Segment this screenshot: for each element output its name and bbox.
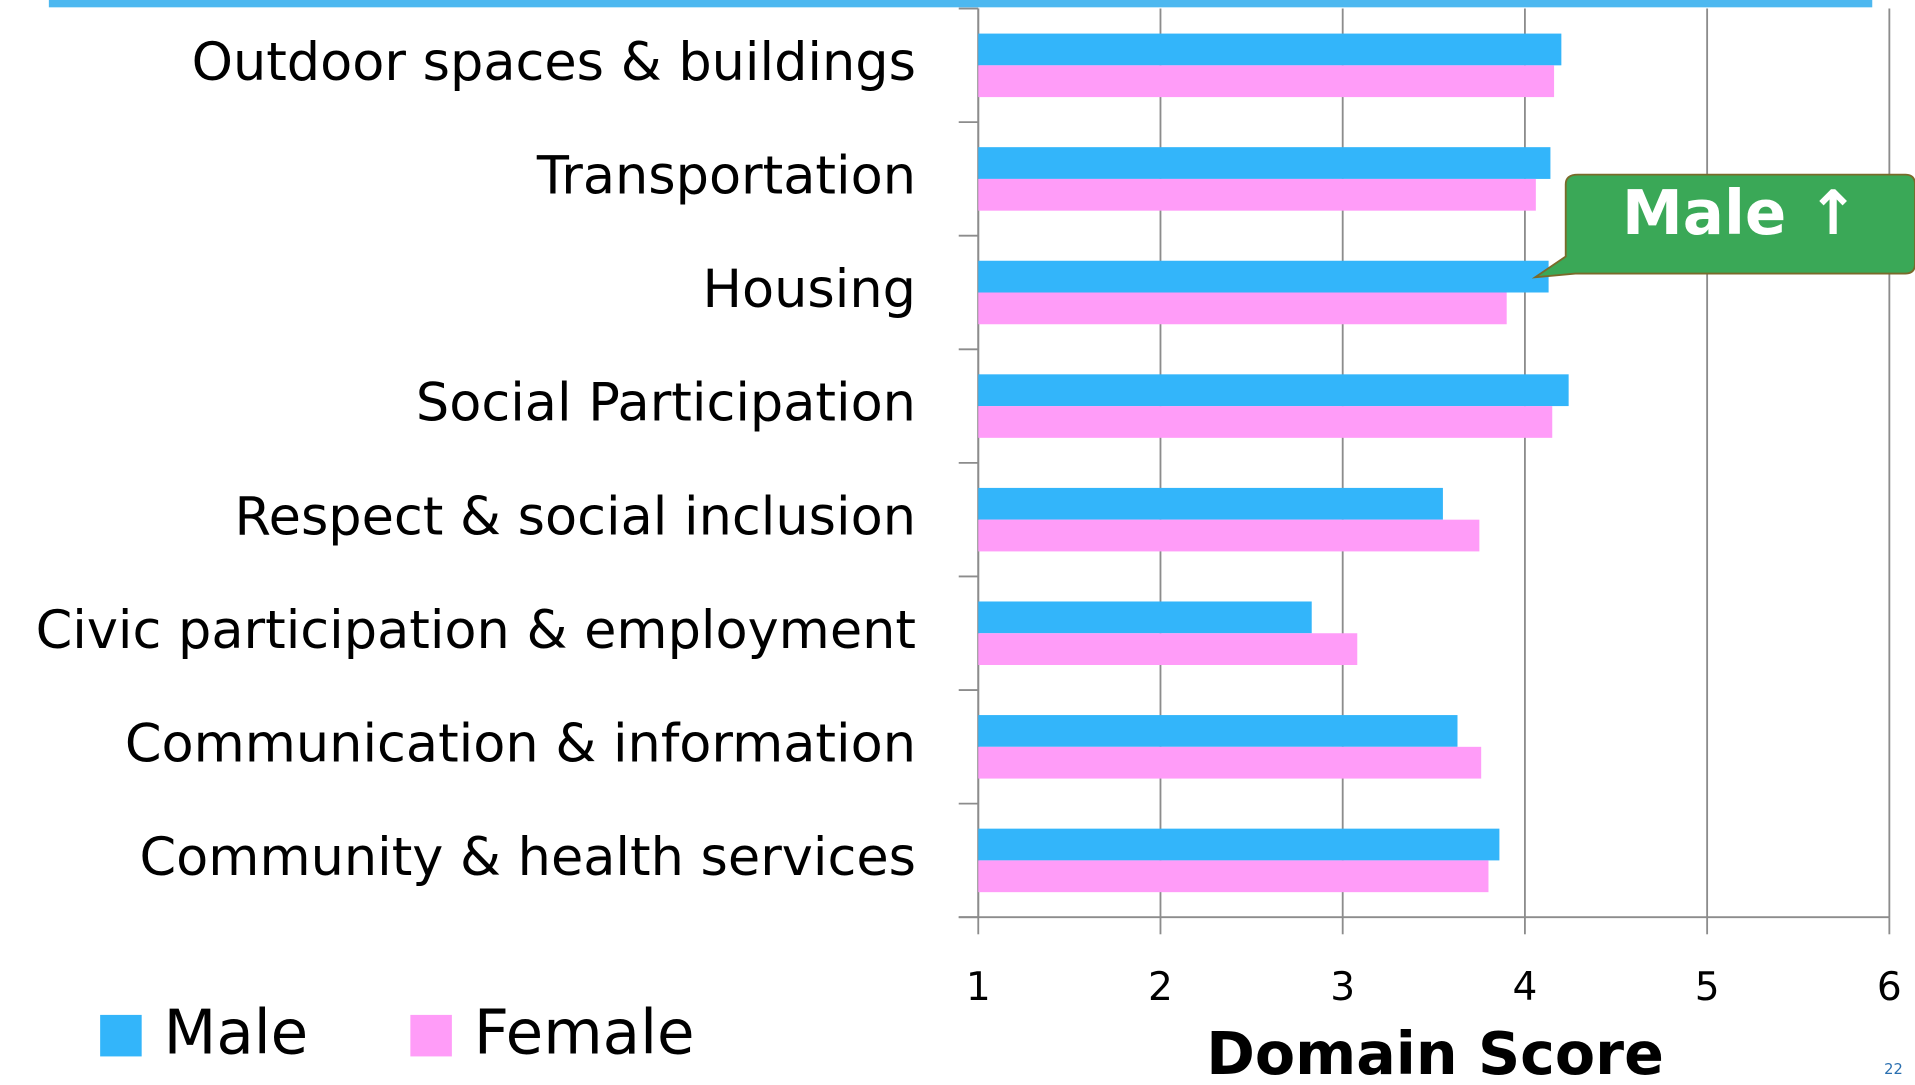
y-tick-label: Housing [703,259,916,320]
y-tick-label: Community & health services [140,827,916,888]
y-tick-label: Outdoor spaces & buildings [192,32,916,93]
y-tick-label: Social Participation [416,373,916,434]
x-tick-label: 2 [1148,965,1173,1010]
legend-swatch [410,1014,452,1057]
page-number: 22 [1884,1061,1903,1078]
callout-box [1531,173,1915,279]
x-tick-label: 1 [966,965,991,1010]
bar [978,633,1358,665]
bar [978,406,1553,438]
bar [978,519,1480,552]
y-tick-label: Communication & information [125,713,916,774]
x-tick-label: 3 [1330,965,1355,1010]
y-tick-label: Transportation [536,146,916,207]
bar [978,260,1549,293]
bar [978,715,1458,747]
x-tick-label: 5 [1695,965,1720,1010]
y-tick-label: Civic participation & employment [36,600,916,661]
x-tick-label: 4 [1512,965,1537,1010]
bar [978,33,1562,66]
bar [978,828,1500,861]
header-bar [48,0,1873,8]
x-tick-label: 6 [1877,965,1902,1010]
bar [978,746,1482,779]
bar [978,601,1312,634]
x-axis-title: Domain Score [1206,1020,1664,1085]
bar [978,292,1507,325]
legend-swatch [100,1014,142,1057]
bar [978,65,1555,98]
legend-label: Female [474,997,695,1068]
bar [978,178,1536,211]
bar [978,374,1569,407]
bar [978,860,1489,893]
bar [978,147,1551,179]
legend-label: Male [164,997,309,1068]
callout-text: Male ↑ [1622,178,1859,249]
y-tick-label: Respect & social inclusion [235,486,916,547]
bar [978,487,1443,520]
